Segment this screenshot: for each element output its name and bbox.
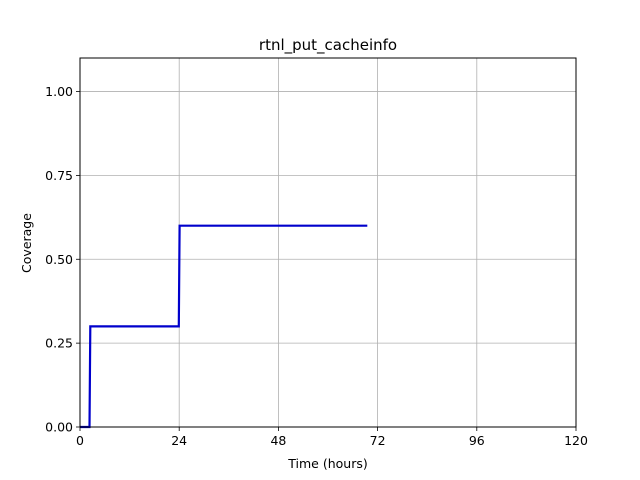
y-axis: 0.00 0.25 0.50 0.75 1.00	[45, 84, 80, 435]
x-tick-label: 24	[171, 433, 187, 448]
x-tick-label: 96	[469, 433, 485, 448]
chart-title: rtnl_put_cacheinfo	[259, 36, 397, 55]
series-layer	[80, 224, 368, 429]
y-tick-label: 0.50	[45, 252, 73, 267]
y-tick-label: 0.25	[45, 336, 73, 351]
x-tick-label: 72	[370, 433, 386, 448]
y-tick-label: 1.00	[45, 84, 73, 99]
y-axis-title: Coverage	[19, 213, 34, 273]
plot-frame	[79, 57, 577, 428]
x-tick-label: 48	[270, 433, 286, 448]
x-axis-title: Time (hours)	[287, 456, 367, 471]
coverage-series-line	[80, 224, 368, 429]
x-axis: 0 24 48 72 96 120	[76, 427, 588, 448]
y-tick-label: 0.00	[45, 420, 73, 435]
y-tick-label: 0.75	[45, 168, 73, 183]
grid-lines	[79, 58, 577, 428]
x-tick-label: 0	[76, 433, 84, 448]
x-tick-label: 120	[564, 433, 588, 448]
